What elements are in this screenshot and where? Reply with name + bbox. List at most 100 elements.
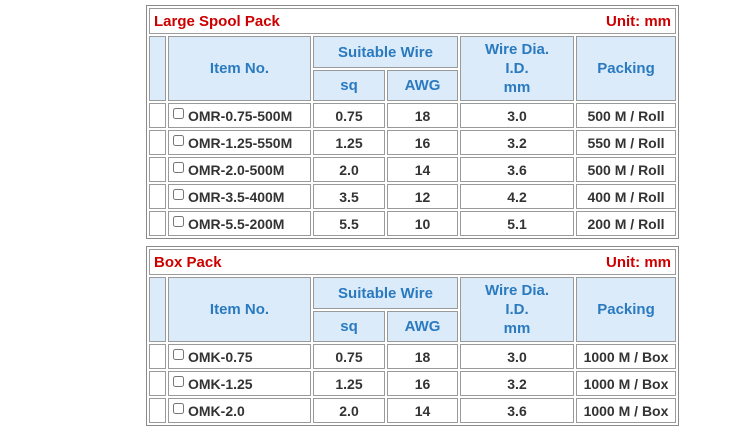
title-row: Unit: mm Large Spool Pack — [149, 8, 676, 34]
cell: 0.75 — [313, 344, 385, 369]
cell: 3.5 — [313, 184, 385, 209]
item-no: OMR-2.0-500M — [188, 161, 285, 178]
header-awg: AWG — [387, 311, 458, 342]
item-no: OMR-1.25-550M — [188, 134, 293, 151]
header-item-no: Item No. — [168, 36, 311, 101]
header-sq: sq — [313, 70, 385, 101]
item-no: OMR-0.75-500M — [188, 107, 293, 124]
row-blank — [149, 371, 166, 396]
header-row: sq AWG — [149, 70, 676, 101]
header-item-no: Item No. — [168, 277, 311, 342]
checkbox[interactable] — [173, 402, 184, 414]
data-row: OMR-5.5-200M 5.5 10 5.1 200 M / Roll — [149, 211, 676, 236]
cell: 14 — [387, 157, 458, 182]
checkbox[interactable] — [173, 161, 184, 173]
header-row: sq AWG — [149, 311, 676, 342]
title-row: Unit: mm Box Pack — [149, 249, 676, 275]
header-line: Wire Dia. — [484, 41, 550, 58]
header-blank — [149, 277, 166, 342]
checkbox[interactable] — [173, 215, 184, 227]
header-packing: Packing — [576, 36, 676, 101]
data-row: OMK-2.0 2.0 14 3.6 1000 M / Box — [149, 398, 676, 423]
cell: 3.6 — [460, 398, 574, 423]
cell: 4.2 — [460, 184, 574, 209]
item-cell: OMK-1.25 — [168, 371, 311, 396]
item-cell: OMK-2.0 — [168, 398, 311, 423]
unit: Unit: mm — [606, 253, 671, 271]
cell: 16 — [387, 371, 458, 396]
cell: 1000 M / Box — [576, 371, 676, 396]
cell: 400 M / Roll — [576, 184, 676, 209]
cell: 200 M / Roll — [576, 211, 676, 236]
checkbox[interactable] — [173, 134, 184, 146]
cell: 18 — [387, 344, 458, 369]
row-blank — [149, 184, 166, 209]
item-cell: OMK-0.75 — [168, 344, 311, 369]
checkbox[interactable] — [173, 348, 184, 360]
header-line: Wire Dia. — [484, 282, 550, 299]
data-row: OMK-1.25 1.25 16 3.2 1000 M / Box — [149, 371, 676, 396]
cell: 2.0 — [313, 157, 385, 182]
header-awg: AWG — [387, 70, 458, 101]
spec-table: Unit: mm Box Pack Item No. Suitable Wire Wir… — [146, 246, 679, 426]
checkbox[interactable] — [173, 107, 184, 119]
data-row: OMR-1.25-550M 1.25 16 3.2 550 M / Roll — [149, 130, 676, 155]
item-no: OMK-0.75 — [188, 348, 253, 365]
cell: 1000 M / Box — [576, 398, 676, 423]
cell: 1.25 — [313, 130, 385, 155]
cell: 10 — [387, 211, 458, 236]
cell: 500 M / Roll — [576, 157, 676, 182]
cell: 3.2 — [460, 371, 574, 396]
cell: 3.2 — [460, 130, 574, 155]
cell: 500 M / Roll — [576, 103, 676, 128]
item-no: OMK-1.25 — [188, 375, 253, 392]
cell: 3.0 — [460, 103, 574, 128]
header-line: I.D. — [505, 301, 529, 318]
cell: 3.6 — [460, 157, 574, 182]
row-blank — [149, 398, 166, 423]
cell: 2.0 — [313, 398, 385, 423]
header-row: Item No. Suitable Wire Wire Dia. I.D. mm Pack… — [149, 36, 676, 101]
cell: 550 M / Roll — [576, 130, 676, 155]
header-wire-dia: Wire Dia. I.D. mm — [460, 277, 574, 342]
item-no: OMR-3.5-400M — [188, 188, 285, 205]
header-suitable-wire: Suitable Wire — [313, 36, 458, 68]
header-row: Item No. Suitable Wire Wire Dia. I.D. mm Pack… — [149, 277, 676, 342]
title-cell: Unit: mm Box Pack — [149, 249, 676, 275]
title-cell: Unit: mm Large Spool Pack — [149, 8, 676, 34]
row-blank — [149, 103, 166, 128]
cell: 1000 M / Box — [576, 344, 676, 369]
cell: 5.1 — [460, 211, 574, 236]
header-line: I.D. — [505, 60, 529, 77]
cell: 5.5 — [313, 211, 385, 236]
data-row: OMK-0.75 0.75 18 3.0 1000 M / Box — [149, 344, 676, 369]
item-no: OMR-5.5-200M — [188, 215, 285, 232]
header-line: mm — [503, 320, 531, 337]
item-no: OMK-2.0 — [188, 402, 245, 419]
spec-table: Unit: mm Large Spool Pack Item No. Suitable… — [146, 5, 679, 239]
row-blank — [149, 344, 166, 369]
row-blank — [149, 130, 166, 155]
header-sq: sq — [313, 311, 385, 342]
checkbox[interactable] — [173, 188, 184, 200]
cell: 1.25 — [313, 371, 385, 396]
data-row: OMR-0.75-500M 0.75 18 3.0 500 M / Roll — [149, 103, 676, 128]
header-blank — [149, 36, 166, 101]
item-cell: OMR-2.0-500M — [168, 157, 311, 182]
item-cell: OMR-1.25-550M — [168, 130, 311, 155]
cell: 18 — [387, 103, 458, 128]
table-title: Large Spool Pack — [154, 12, 280, 30]
item-cell: OMR-3.5-400M — [168, 184, 311, 209]
checkbox[interactable] — [173, 375, 184, 387]
unit: Unit: mm — [606, 12, 671, 30]
cell: 0.75 — [313, 103, 385, 128]
header-wire-dia: Wire Dia. I.D. mm — [460, 36, 574, 101]
row-blank — [149, 157, 166, 182]
cell: 3.0 — [460, 344, 574, 369]
data-row: OMR-2.0-500M 2.0 14 3.6 500 M / Roll — [149, 157, 676, 182]
table-title: Box Pack — [154, 253, 222, 271]
cell: 14 — [387, 398, 458, 423]
cell: 16 — [387, 130, 458, 155]
item-cell: OMR-5.5-200M — [168, 211, 311, 236]
